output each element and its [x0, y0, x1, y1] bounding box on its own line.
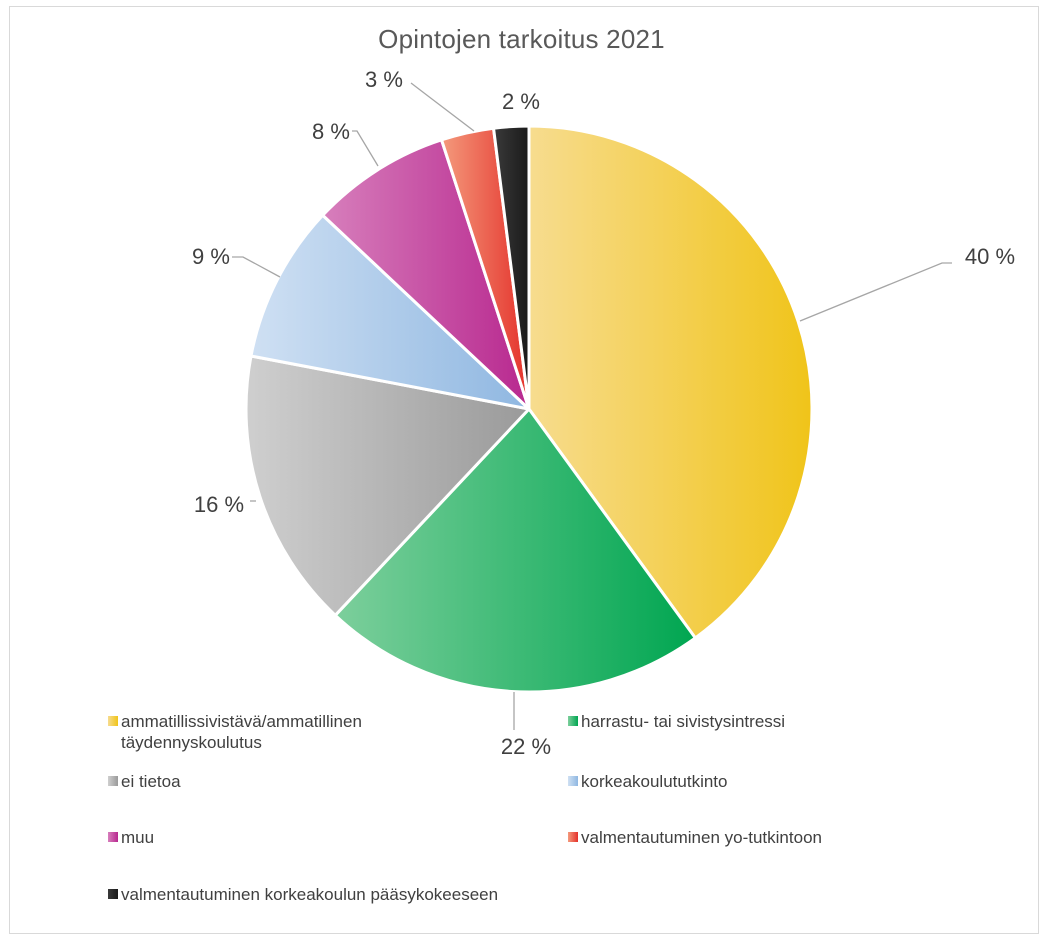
- legend-item: muu: [108, 827, 154, 848]
- leader-line: [799, 262, 952, 322]
- legend-item: harrastu- tai sivistysintressi: [568, 711, 785, 732]
- legend-label: valmentautuminen yo-tutkintoon: [581, 828, 822, 847]
- legend-label: korkeakoulututkinto: [581, 772, 728, 791]
- data-labels: 40 % 22 % 16 % 9 % 8 % 3 % 2 %: [192, 67, 1015, 759]
- data-label: 2 %: [502, 89, 540, 114]
- pie-slice: [244, 354, 531, 617]
- pie-slice: [492, 124, 531, 411]
- legend-swatch: [108, 716, 118, 726]
- legend-item: ei tietoa: [108, 771, 181, 792]
- data-label: 8 %: [312, 119, 350, 144]
- legend-swatch: [108, 832, 118, 842]
- pie-slice: [527, 124, 814, 640]
- data-label: 22 %: [501, 734, 551, 759]
- pie-slices: [244, 124, 814, 694]
- data-label: 9 %: [192, 244, 230, 269]
- pie-slice: [249, 213, 531, 411]
- pie-slice: [333, 407, 697, 694]
- data-label: 40 %: [965, 244, 1015, 269]
- legend-label: harrastu- tai sivistysintressi: [581, 712, 786, 731]
- legend-swatch: [108, 889, 118, 899]
- leader-line: [410, 82, 475, 132]
- leader-line: [232, 256, 281, 278]
- chart-title: Opintojen tarkoitus 2021: [378, 24, 665, 54]
- legend-label: muu: [121, 828, 155, 847]
- legend-label: ei tietoa: [121, 772, 181, 791]
- legend-swatch: [568, 776, 578, 786]
- leader-line: [352, 130, 379, 167]
- legend-swatch: [568, 716, 578, 726]
- leader-lines: [232, 82, 952, 730]
- legend-item: korkeakoulututkinto: [568, 771, 727, 792]
- legend-swatch: [568, 832, 578, 842]
- legend-label: valmentautuminen korkeakoulun pääsykokee…: [121, 885, 499, 904]
- legend-item: valmentautuminen korkeakoulun pääsykokee…: [108, 884, 498, 905]
- legend-item: valmentautuminen yo-tutkintoon: [568, 827, 822, 848]
- pie-slice: [321, 138, 531, 411]
- legend-swatch: [108, 776, 118, 786]
- data-label: 3 %: [365, 67, 403, 92]
- data-label: 16 %: [194, 492, 244, 517]
- legend-item: ammatillissivistävä/ammatillinen täydenn…: [108, 711, 362, 753]
- legend-label: ammatillissivistävä/ammatillinen täydenn…: [121, 712, 362, 752]
